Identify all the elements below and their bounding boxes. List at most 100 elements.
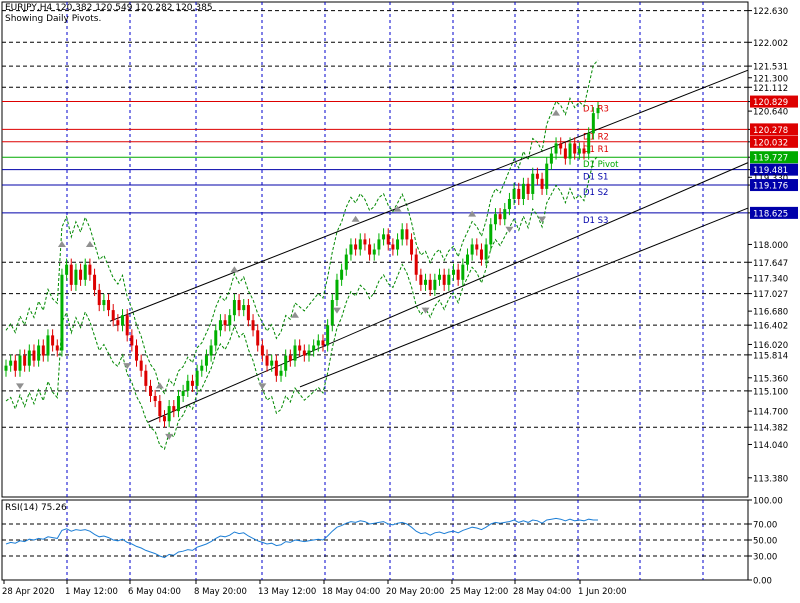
- upper-envelope-band: [5, 59, 599, 395]
- channel-lower-line: [299, 207, 749, 388]
- fractal-down-marker: [258, 383, 267, 390]
- price-tick-label: 121.300: [753, 74, 788, 84]
- candle-body: [41, 345, 45, 356]
- price-tick-label: 117.647: [753, 259, 788, 269]
- candle-body: [158, 401, 162, 417]
- candle-body: [456, 269, 460, 280]
- candle-body: [503, 209, 507, 220]
- candle-body: [293, 345, 297, 361]
- candle-body: [65, 264, 69, 275]
- candle-body: [493, 214, 497, 225]
- candle-body: [149, 385, 153, 396]
- candle-body: [591, 113, 595, 134]
- price-tick-label: 120.032: [753, 138, 788, 148]
- fractal-up-marker: [291, 311, 300, 318]
- rsi-tick-label: 0.00: [753, 577, 772, 587]
- candle-body: [438, 274, 442, 280]
- candle-body: [372, 249, 376, 255]
- time-axis-label: 1 May 12:00: [65, 587, 118, 597]
- price-tick-label: 120.640: [753, 108, 788, 118]
- candle-body: [316, 340, 320, 346]
- candle-body: [535, 173, 539, 179]
- candle-body: [559, 143, 563, 149]
- candle-body: [121, 315, 125, 326]
- candle-body: [451, 269, 455, 275]
- candle-body: [484, 244, 488, 260]
- rsi-tick-label: 50.00: [753, 537, 777, 547]
- price-tick-label: 120.278: [753, 126, 788, 136]
- candle-body: [55, 345, 59, 351]
- candle-body: [274, 360, 278, 376]
- candle-body: [330, 300, 334, 326]
- candle-body: [442, 274, 446, 285]
- candle-body: [172, 406, 176, 412]
- candle-body: [386, 234, 390, 245]
- candle-body: [554, 143, 558, 154]
- candle-body: [368, 244, 372, 255]
- candle-body: [176, 395, 180, 412]
- candle-body: [111, 310, 115, 321]
- candle-body: [475, 244, 479, 250]
- candle-body: [517, 188, 521, 199]
- price-label-tag: [750, 95, 798, 108]
- candle-body: [545, 163, 549, 189]
- pivot-label: D1 S2: [583, 188, 608, 198]
- price-tick-label: 116.402: [753, 322, 788, 332]
- price-tick-label: 115.100: [753, 387, 788, 397]
- fractal-down-marker: [15, 383, 24, 390]
- price-tick-label: 115.814: [753, 351, 788, 361]
- candle-body: [223, 320, 227, 326]
- candle-body: [340, 269, 344, 280]
- candle-body: [32, 350, 36, 361]
- pivot-label: D1 R2: [583, 132, 609, 142]
- candle-body: [424, 279, 428, 285]
- candle-body: [531, 173, 535, 194]
- candle-body: [568, 143, 572, 159]
- fractal-up-marker: [230, 266, 239, 273]
- price-tick-label: 119.727: [753, 154, 788, 164]
- candle-body: [540, 178, 544, 189]
- candle-body: [573, 143, 577, 154]
- price-tick-label: 119.330: [753, 174, 788, 184]
- candle-body: [521, 183, 525, 199]
- candle-body: [461, 264, 465, 280]
- candle-body: [4, 365, 8, 371]
- candle-body: [218, 320, 222, 331]
- candle-body: [447, 274, 451, 285]
- candle-body: [265, 355, 269, 366]
- candle-body: [526, 183, 530, 194]
- candle-body: [246, 305, 250, 321]
- candle-body: [396, 239, 400, 250]
- pivot-label: D1 R3: [583, 105, 609, 115]
- candle-body: [400, 229, 404, 240]
- candle-body: [307, 350, 311, 356]
- fractal-down-marker: [421, 307, 430, 314]
- price-tick-label: 117.027: [753, 290, 788, 300]
- candle-body: [107, 300, 111, 311]
- candle-body: [23, 355, 27, 366]
- candle-body: [577, 148, 581, 154]
- price-tick-label: 114.382: [753, 424, 788, 434]
- candle-body: [251, 320, 255, 331]
- price-tick-label: 120.829: [753, 98, 788, 108]
- time-axis-label: 28 May 04:00: [513, 587, 571, 597]
- pivot-label: D1 R1: [583, 145, 609, 155]
- price-tick-label: 122.002: [753, 39, 788, 49]
- candle-body: [139, 360, 143, 371]
- price-label-tag: [750, 206, 798, 219]
- fractal-down-marker: [165, 433, 174, 440]
- price-tick-label: 116.020: [753, 341, 788, 351]
- candle-body: [349, 244, 353, 255]
- rsi-tick-label: 30.00: [753, 553, 777, 563]
- time-axis-label: 13 May 12:00: [258, 587, 316, 597]
- fractal-down-marker: [538, 216, 547, 223]
- time-axis-label: 25 May 12:00: [450, 587, 508, 597]
- fractal-up-marker: [393, 205, 402, 212]
- price-tick-label: 114.040: [753, 441, 788, 451]
- candle-body: [270, 360, 274, 366]
- rsi-tick-label: 70.00: [753, 521, 777, 531]
- fractal-down-marker: [123, 363, 132, 370]
- candle-body: [135, 345, 139, 361]
- price-tick-label: 122.630: [753, 7, 788, 17]
